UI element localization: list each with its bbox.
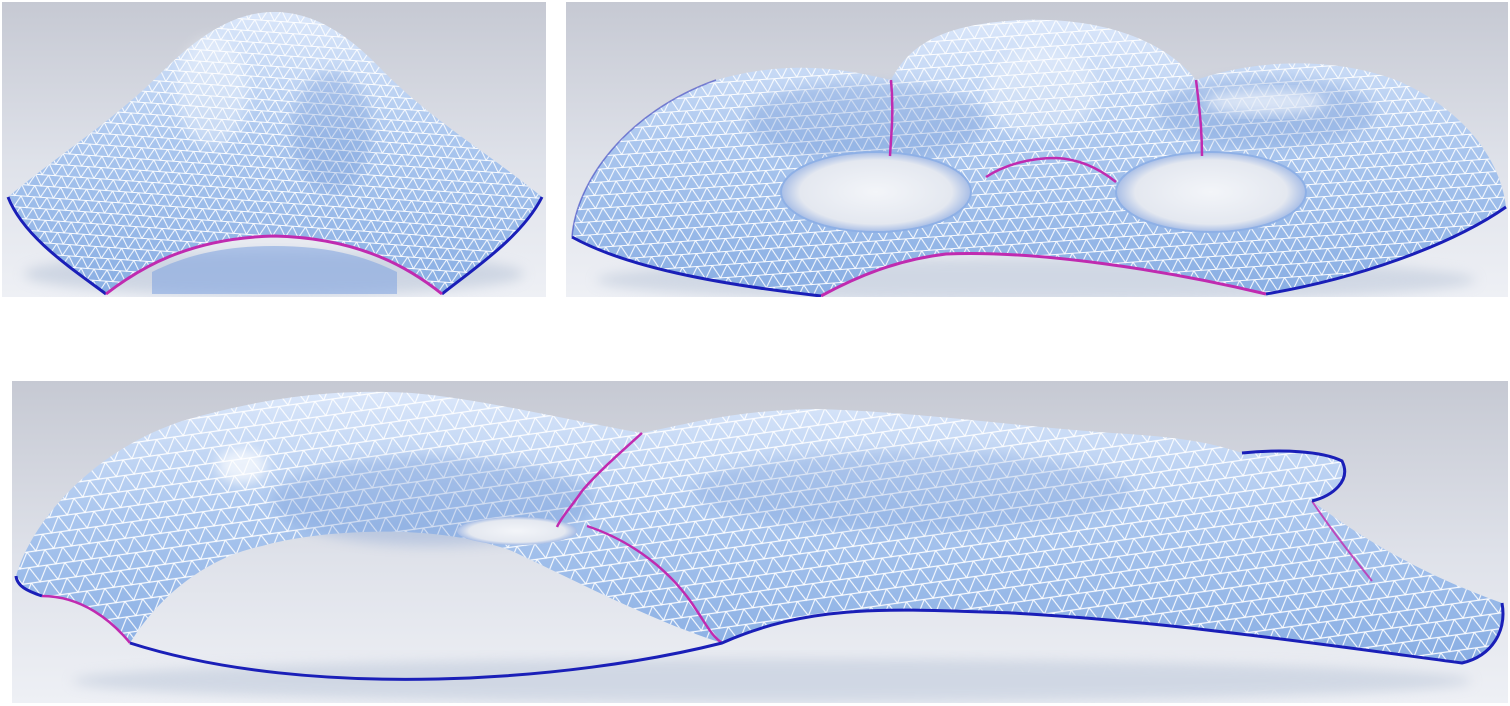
shade-region (292, 72, 372, 192)
specular-highlight (217, 448, 267, 484)
seam-front (586, 524, 723, 645)
dome-mesh (8, 12, 542, 294)
double-torus-render (566, 2, 1508, 297)
seam-top (555, 432, 643, 528)
hole-left-rim (780, 151, 972, 233)
boundary-left (571, 235, 822, 297)
hole-left (781, 152, 971, 232)
seam-left (888, 79, 894, 157)
seam-right (1194, 79, 1204, 157)
ground-shadow (72, 659, 1472, 703)
seam-arch (105, 234, 443, 296)
seam-right-leg (1311, 500, 1373, 582)
seam-front (820, 252, 1267, 297)
panel-double-torus (566, 2, 1508, 297)
panel-free-form-shell (12, 381, 1508, 703)
specular-highlight-center (986, 47, 1096, 137)
hole (457, 517, 577, 545)
free-form-render (12, 381, 1508, 703)
panel-single-dome (2, 2, 546, 297)
boundary-far-left (14, 575, 43, 598)
single-dome-render (2, 2, 546, 297)
boundary-front (129, 602, 1505, 681)
back-edge (571, 79, 717, 238)
inner-shell-shadow (152, 246, 397, 294)
boundary-right (441, 196, 544, 296)
hole-right-rim (1115, 151, 1307, 233)
specular-highlight-right (1206, 90, 1326, 114)
shade-left (746, 82, 986, 162)
seam-center (985, 156, 1117, 183)
boundary-left (6, 196, 107, 296)
boundary-right (1265, 205, 1507, 296)
shade-right-trough (692, 451, 1132, 531)
specular-highlight (177, 37, 247, 147)
hole-right (1116, 152, 1306, 232)
seam-left-leg (41, 594, 131, 644)
boundary-right-lobe (1241, 449, 1347, 503)
